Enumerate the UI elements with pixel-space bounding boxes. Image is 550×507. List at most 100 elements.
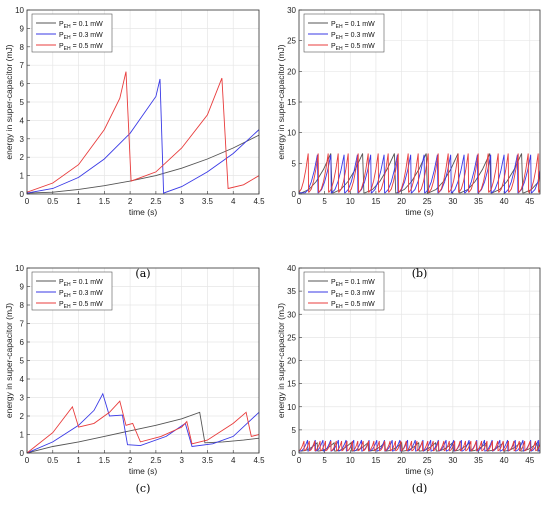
- series-line-1: [27, 411, 259, 453]
- y-tick-label: 25: [287, 333, 296, 342]
- legend-label-sub: EH: [336, 304, 343, 310]
- axes-frame: [26, 9, 260, 195]
- series-line-2: [27, 392, 259, 453]
- y-tick-label: 10: [15, 264, 24, 273]
- y-tick-label: 20: [287, 357, 296, 366]
- legend-label: PEH = 0.1 mW: [331, 279, 375, 288]
- legend-label-main: P: [331, 21, 336, 28]
- x-tick-label: 35: [474, 456, 483, 465]
- x-tick-label: 2.5: [150, 456, 162, 465]
- series-line-3: [27, 71, 259, 193]
- x-tick-label: 0: [297, 456, 302, 465]
- legend-label: PEH = 0.1 mW: [59, 21, 103, 30]
- legend-label-rest: = 0.1 mW: [71, 21, 103, 28]
- y-tick-label: 5: [292, 426, 297, 435]
- legend-label-main: P: [331, 43, 336, 50]
- y-tick-label: 0: [20, 190, 25, 199]
- x-axis-label: time (s): [405, 466, 434, 476]
- legend-box: [31, 271, 113, 311]
- y-axis-label: energy in super-capacitor (mJ): [4, 303, 14, 418]
- y-axis-label: energy in super-capacitor (mJ): [276, 44, 286, 159]
- legend-label: PEH = 0.5 mW: [331, 301, 375, 310]
- legend-label-rest: = 0.1 mW: [343, 279, 375, 286]
- y-tick-label: 15: [287, 380, 296, 389]
- legend-label-sub: EH: [336, 35, 343, 41]
- y-tick-label: 30: [287, 6, 296, 15]
- legend-label-rest: = 0.5 mW: [71, 43, 103, 50]
- x-tick-label: 4: [231, 197, 236, 206]
- legend-label-sub: EH: [64, 282, 71, 288]
- y-tick-label: 3: [20, 135, 25, 144]
- x-tick-label: 1.5: [99, 197, 111, 206]
- x-tick-label: 3.5: [202, 456, 214, 465]
- legend-label-rest: = 0.5 mW: [343, 43, 375, 50]
- x-tick-label: 1.5: [99, 456, 111, 465]
- y-tick-label: 10: [287, 129, 296, 138]
- legend-box: [303, 13, 385, 53]
- x-axis-label: time (s): [129, 466, 158, 476]
- legend-label-sub: EH: [64, 35, 71, 41]
- x-axis-label: time (s): [405, 207, 434, 217]
- y-tick-label: 6: [20, 80, 25, 89]
- x-tick-label: 35: [474, 197, 483, 206]
- x-tick-label: 4: [231, 456, 236, 465]
- y-tick-label: 3: [20, 394, 25, 403]
- legend-label-rest: = 0.1 mW: [343, 21, 375, 28]
- legend-label-main: P: [331, 301, 336, 308]
- y-tick-label: 8: [20, 301, 25, 310]
- y-tick-label: 7: [20, 61, 25, 70]
- x-tick-label: 45: [525, 197, 534, 206]
- legend-label-sub: EH: [336, 293, 343, 299]
- x-tick-label: 0.5: [47, 456, 59, 465]
- y-tick-label: 35: [287, 287, 296, 296]
- legend-label-rest: = 0.3 mW: [343, 32, 375, 39]
- y-tick-label: 5: [20, 98, 25, 107]
- legend-label-main: P: [59, 301, 64, 308]
- x-tick-label: 5: [322, 456, 327, 465]
- legend-label-sub: EH: [336, 282, 343, 288]
- x-tick-label: 10: [346, 197, 355, 206]
- x-tick-label: 2.5: [150, 197, 162, 206]
- legend-box: [31, 13, 113, 53]
- legend-label-main: P: [59, 32, 64, 39]
- panel-caption: (a): [135, 267, 150, 280]
- x-tick-label: 5: [322, 197, 327, 206]
- y-tick-label: 4: [20, 375, 25, 384]
- x-tick-label: 4.5: [253, 197, 265, 206]
- y-tick-label: 10: [15, 6, 24, 15]
- legend-label-rest: = 0.1 mW: [71, 279, 103, 286]
- legend-label-main: P: [331, 290, 336, 297]
- legend-box: [303, 271, 385, 311]
- legend-label: PEH = 0.3 mW: [331, 32, 375, 41]
- axes-frame: [298, 9, 541, 195]
- legend-label-sub: EH: [64, 46, 71, 52]
- y-tick-label: 1: [20, 172, 25, 181]
- legend-label-sub: EH: [64, 293, 71, 299]
- y-tick-label: 9: [20, 24, 25, 33]
- legend-label: PEH = 0.5 mW: [331, 43, 375, 52]
- y-tick-label: 4: [20, 116, 25, 125]
- legend-label-sub: EH: [64, 304, 71, 310]
- y-tick-label: 2: [20, 412, 25, 421]
- legend-label: PEH = 0.5 mW: [59, 301, 103, 310]
- y-tick-label: 2: [20, 153, 25, 162]
- legend-label: PEH = 0.1 mW: [59, 279, 103, 288]
- legend-label-rest: = 0.5 mW: [343, 301, 375, 308]
- panel-caption: (d): [412, 482, 428, 495]
- series-line-2: [299, 154, 540, 194]
- x-tick-label: 10: [346, 456, 355, 465]
- y-tick-label: 7: [20, 320, 25, 329]
- x-tick-label: 30: [448, 197, 457, 206]
- legend-label-rest: = 0.3 mW: [71, 290, 103, 297]
- panel-caption: (c): [136, 482, 151, 495]
- series-line-2: [299, 439, 540, 452]
- legend-label-main: P: [59, 290, 64, 297]
- x-tick-label: 40: [500, 456, 509, 465]
- x-tick-label: 0: [297, 197, 302, 206]
- y-tick-label: 5: [292, 159, 297, 168]
- x-tick-label: 2: [128, 456, 133, 465]
- legend-label-sub: EH: [336, 24, 343, 30]
